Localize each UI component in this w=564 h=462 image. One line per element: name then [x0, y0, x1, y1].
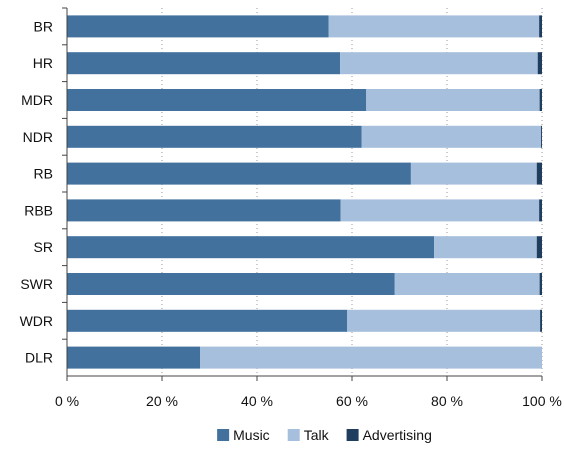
- bar-talk-hr: [340, 52, 538, 75]
- bar-music-rb: [67, 162, 411, 185]
- x-tick-label: 100 %: [522, 393, 562, 409]
- bar-talk-swr: [394, 273, 540, 295]
- category-label: RB: [34, 166, 53, 182]
- category-label: HR: [33, 55, 53, 71]
- category-label: BR: [34, 18, 53, 34]
- category-label: WDR: [20, 313, 53, 329]
- bar-talk-rb: [410, 162, 537, 185]
- axes: BR HR MDR NDR RB RBB SR SWR WDR DLR 0 % 20 % 40 % 60 …: [20, 7, 562, 409]
- category-label: RBB: [24, 202, 53, 218]
- bar-music-wdr: [67, 309, 348, 332]
- bar-advertising-hr: [537, 52, 542, 75]
- category-label: NDR: [23, 129, 53, 145]
- bar-music-mdr: [67, 89, 367, 111]
- x-tick-label: 0 %: [55, 393, 79, 409]
- bar-music-hr: [67, 52, 341, 75]
- x-tick-label: 60 %: [336, 393, 368, 409]
- bar-music-dlr: [67, 346, 200, 369]
- bar-talk-mdr: [366, 89, 540, 111]
- bar-music-br: [67, 15, 329, 38]
- legend-swatch: [346, 429, 359, 441]
- legend-label: Advertising: [363, 427, 432, 443]
- bar-music-sr: [67, 236, 435, 259]
- bars: [67, 15, 542, 369]
- gridlines: [161, 8, 543, 376]
- legend: Music Talk Advertising: [217, 427, 432, 443]
- bar-talk-wdr: [347, 309, 541, 332]
- bar-advertising-rb: [536, 162, 542, 185]
- legend-item-talk: Talk: [287, 427, 330, 443]
- bar-talk-rbb: [340, 199, 540, 222]
- x-tick-label: 40 %: [241, 393, 273, 409]
- bar-music-rbb: [67, 199, 341, 222]
- bar-talk-ndr: [361, 125, 542, 148]
- bar-advertising-sr: [536, 236, 542, 259]
- bar-advertising-ndr: [541, 125, 542, 148]
- category-label: MDR: [21, 92, 53, 108]
- x-tick-label: 80 %: [431, 393, 463, 409]
- legend-label: Talk: [304, 427, 330, 443]
- bar-talk-sr: [434, 236, 537, 259]
- bar-talk-dlr: [200, 346, 542, 369]
- bar-advertising-br: [539, 15, 542, 38]
- bar-advertising-mdr: [539, 89, 542, 111]
- bar-advertising-swr: [539, 273, 542, 295]
- category-label: SR: [34, 239, 53, 255]
- x-tick-label: 20 %: [146, 393, 178, 409]
- bar-talk-br: [328, 15, 540, 38]
- legend-item-advertising: Advertising: [346, 427, 432, 443]
- legend-swatch: [287, 429, 300, 441]
- bar-advertising-rbb: [539, 199, 542, 222]
- bar-advertising-wdr: [540, 309, 542, 332]
- legend-item-music: Music: [217, 427, 270, 443]
- legend-label: Music: [233, 427, 270, 443]
- legend-swatch: [217, 429, 230, 441]
- category-label: SWR: [20, 276, 53, 292]
- category-label: DLR: [25, 350, 53, 366]
- bar-music-ndr: [67, 125, 362, 148]
- bar-music-swr: [67, 273, 395, 295]
